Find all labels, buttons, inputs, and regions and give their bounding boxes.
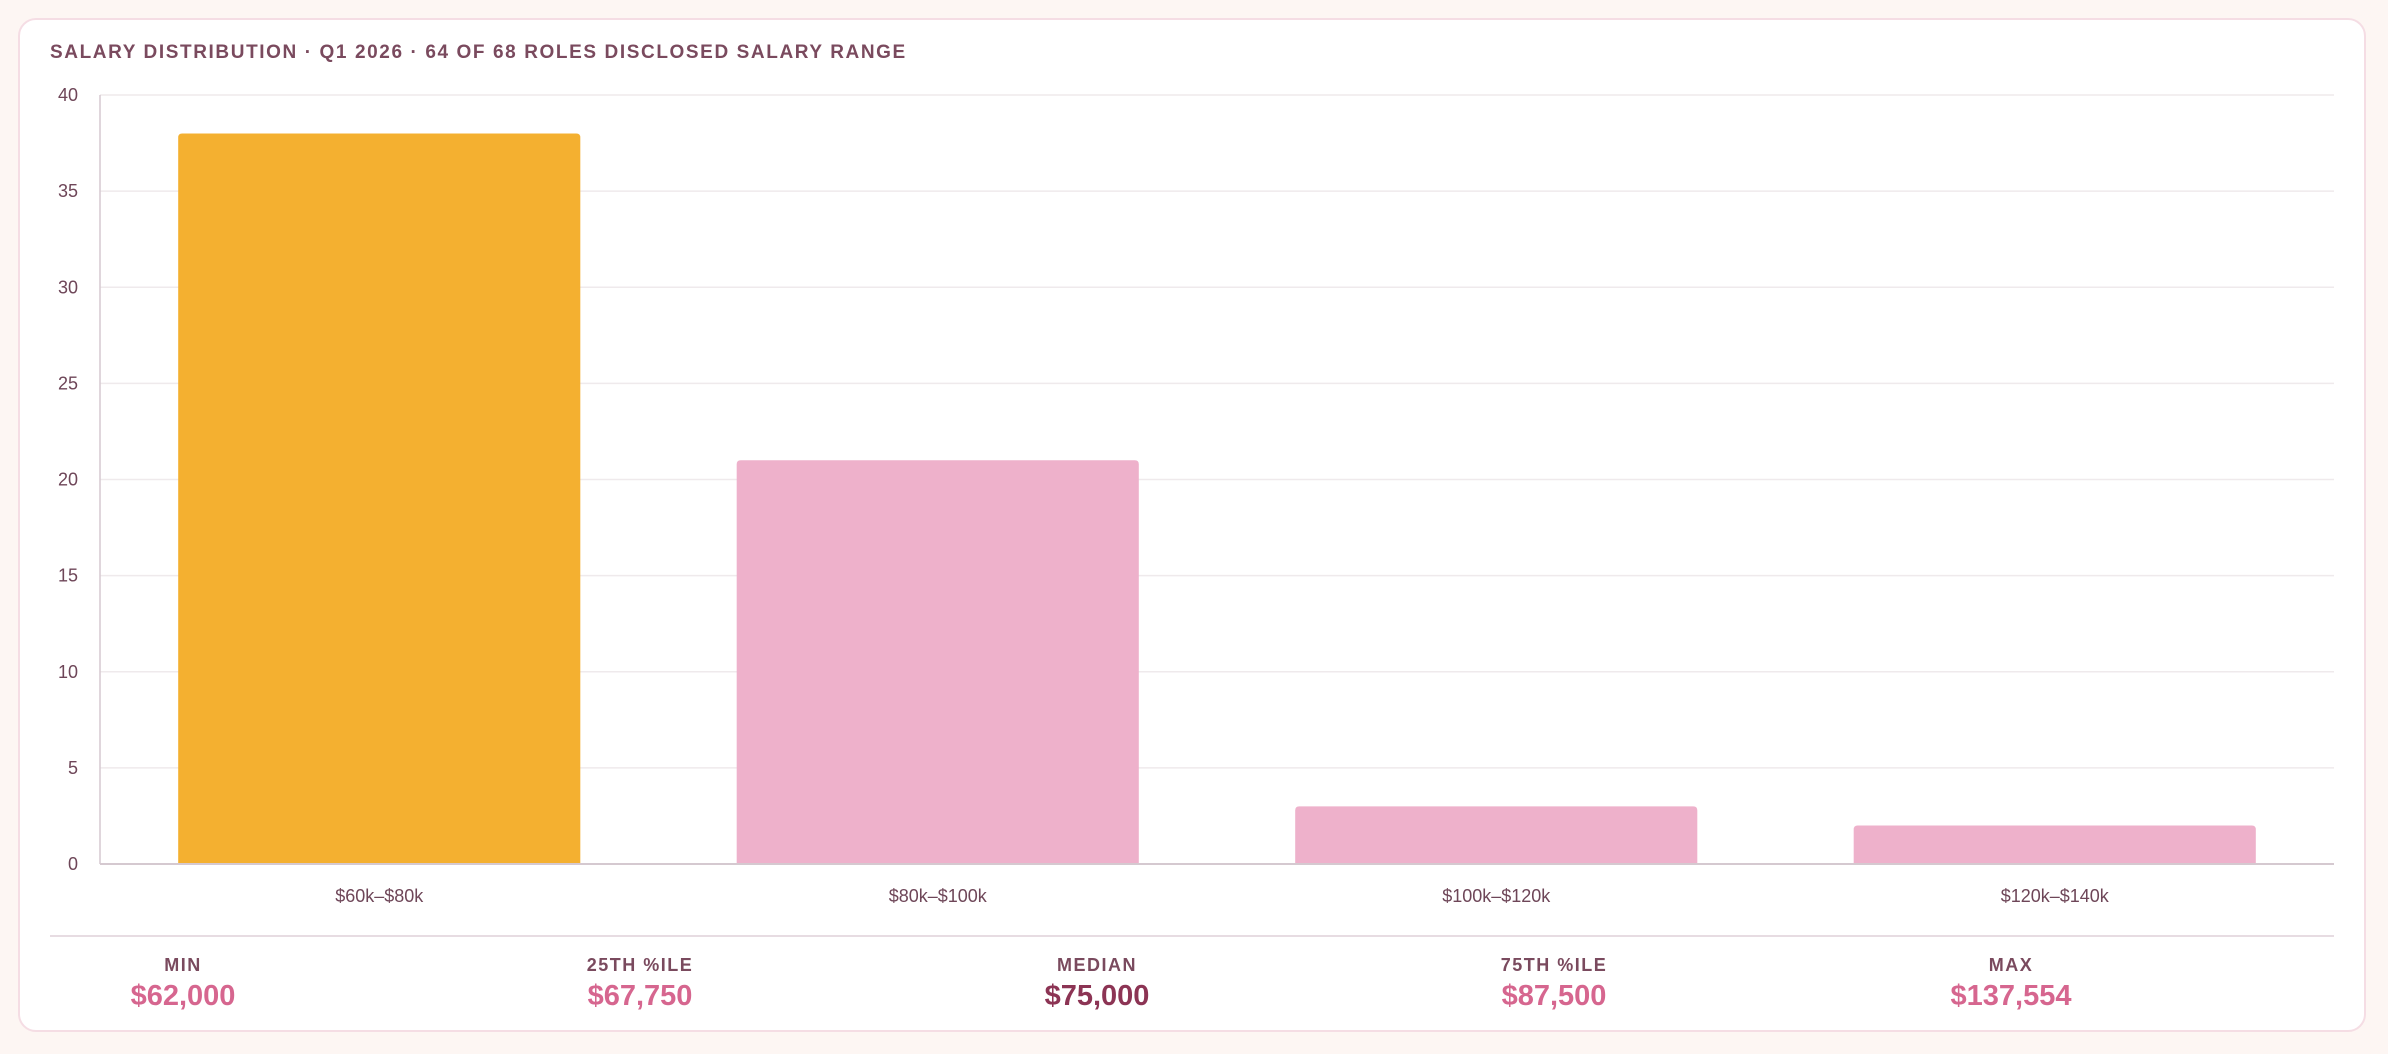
y-tick-label: 30	[58, 277, 78, 297]
y-tick-label: 15	[58, 566, 78, 586]
chart-title: SALARY DISTRIBUTION · Q1 2026 · 64 OF 68…	[50, 42, 907, 63]
stat-median: MEDIAN $75,000	[947, 955, 1247, 1013]
y-tick-label: 5	[68, 758, 78, 778]
stat-median-value: $75,000	[1044, 980, 1150, 1012]
stat-max-label: MAX	[1988, 955, 2034, 975]
x-tick-label: $120k–$140k	[2001, 886, 2110, 906]
bar-1	[178, 133, 581, 864]
stats-divider	[50, 935, 2334, 937]
y-tick-label: 10	[58, 662, 78, 682]
salary-distribution-card: SALARY DISTRIBUTION · Q1 2026 · 64 OF 68…	[18, 18, 2366, 1032]
y-tick-label: 35	[58, 181, 78, 201]
x-tick-label: $100k–$120k	[1442, 886, 1551, 906]
stat-min: MIN $62,000	[33, 955, 333, 1013]
stat-max: MAX $137,554	[1861, 955, 2161, 1013]
stat-p25-label: 25TH %ILE	[586, 955, 694, 975]
bar-2	[736, 460, 1139, 864]
stat-min-value: $62,000	[130, 980, 236, 1012]
x-tick-label: $80k–$100k	[889, 886, 988, 906]
stat-p75-value: $87,500	[1501, 980, 1607, 1012]
stat-p75-label: 75TH %ILE	[1500, 955, 1608, 975]
stat-p75: 75TH %ILE $87,500	[1404, 955, 1704, 1013]
y-tick-label: 0	[68, 854, 78, 874]
y-tick-label: 40	[58, 85, 78, 105]
summary-stats: MIN $62,000 25TH %ILE $67,750 MEDIAN $75…	[20, 955, 2368, 1025]
stat-median-label: MEDIAN	[1057, 955, 1137, 975]
stat-min-label: MIN	[164, 955, 202, 975]
salary-histogram: 0 5 10 15 20 25 30 35 40 $60k–$80k $80k–$100k $100k…	[58, 85, 2334, 906]
y-tick-label: 25	[58, 373, 78, 393]
bar-3	[1295, 806, 1698, 864]
bar-4	[1853, 825, 2256, 864]
stat-p25-value: $67,750	[587, 980, 693, 1012]
y-tick-label: 20	[58, 470, 78, 490]
stat-max-value: $137,554	[1950, 980, 2072, 1012]
stat-p25: 25TH %ILE $67,750	[490, 955, 790, 1013]
x-tick-label: $60k–$80k	[335, 886, 424, 906]
